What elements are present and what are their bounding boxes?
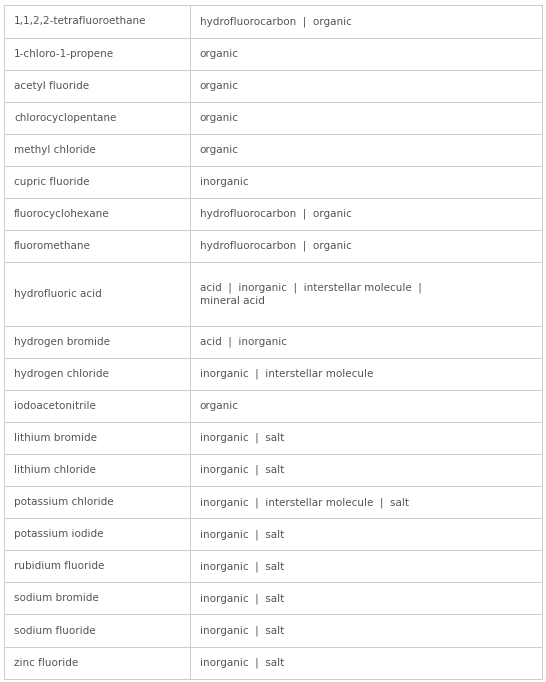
Text: potassium chloride: potassium chloride [14,497,114,507]
Text: hydrogen chloride: hydrogen chloride [14,369,109,379]
Text: inorganic  |  salt: inorganic | salt [199,561,284,572]
Text: inorganic  |  salt: inorganic | salt [199,625,284,636]
Text: inorganic  |  salt: inorganic | salt [199,593,284,604]
Text: organic: organic [199,48,239,59]
Text: inorganic: inorganic [199,177,248,187]
Text: acid  |  inorganic: acid | inorganic [199,337,287,347]
Text: sodium bromide: sodium bromide [14,593,99,604]
Text: rubidium fluoride: rubidium fluoride [14,561,105,572]
Text: lithium chloride: lithium chloride [14,465,96,475]
Text: inorganic  |  interstellar molecule  |  salt: inorganic | interstellar molecule | salt [199,497,408,507]
Text: fluoromethane: fluoromethane [14,241,91,251]
Text: methyl chloride: methyl chloride [14,145,96,155]
Text: iodoacetonitrile: iodoacetonitrile [14,401,96,411]
Text: zinc fluoride: zinc fluoride [14,657,79,668]
Text: hydrofluorocarbon  |  organic: hydrofluorocarbon | organic [199,209,352,219]
Text: hydrofluorocarbon  |  organic: hydrofluorocarbon | organic [199,241,352,251]
Text: hydrofluorocarbon  |  organic: hydrofluorocarbon | organic [199,16,352,27]
Text: organic: organic [199,113,239,123]
Text: chlorocyclopentane: chlorocyclopentane [14,113,117,123]
Text: acid  |  inorganic  |  interstellar molecule  |
mineral acid: acid | inorganic | interstellar molecule… [199,282,422,306]
Text: lithium bromide: lithium bromide [14,433,97,443]
Text: fluorocyclohexane: fluorocyclohexane [14,209,110,219]
Text: organic: organic [199,80,239,91]
Text: 1-chloro-1-propene: 1-chloro-1-propene [14,48,114,59]
Text: organic: organic [199,401,239,411]
Text: potassium iodide: potassium iodide [14,529,104,539]
Text: inorganic  |  salt: inorganic | salt [199,657,284,668]
Text: 1,1,2,2-tetrafluoroethane: 1,1,2,2-tetrafluoroethane [14,16,147,27]
Text: inorganic  |  salt: inorganic | salt [199,465,284,475]
Text: organic: organic [199,145,239,155]
Text: hydrogen bromide: hydrogen bromide [14,337,110,347]
Text: sodium fluoride: sodium fluoride [14,625,96,636]
Text: hydrofluoric acid: hydrofluoric acid [14,289,102,299]
Text: inorganic  |  interstellar molecule: inorganic | interstellar molecule [199,369,373,379]
Text: inorganic  |  salt: inorganic | salt [199,433,284,443]
Text: inorganic  |  salt: inorganic | salt [199,529,284,539]
Text: cupric fluoride: cupric fluoride [14,177,90,187]
Text: acetyl fluoride: acetyl fluoride [14,80,90,91]
